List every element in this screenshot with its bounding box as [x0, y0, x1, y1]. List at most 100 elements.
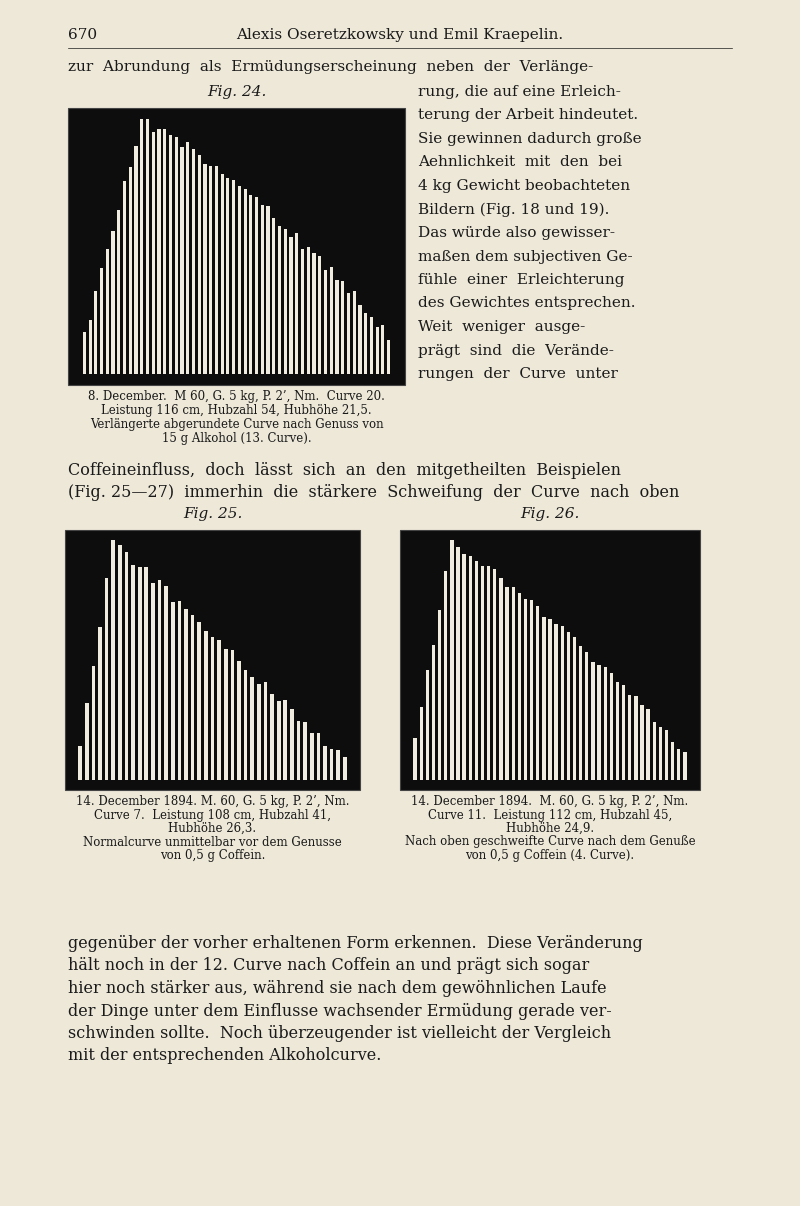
Bar [573, 637, 576, 779]
Bar [129, 166, 132, 374]
Text: Hubhöhe 26,3.: Hubhöhe 26,3. [169, 822, 257, 835]
Bar [210, 637, 214, 779]
Bar [186, 142, 190, 374]
Text: Bildern (Fig. 18 und 19).: Bildern (Fig. 18 und 19). [418, 203, 610, 217]
Bar [91, 666, 95, 779]
Bar [82, 332, 86, 374]
Bar [169, 135, 172, 374]
Text: maßen dem subjectiven Ge-: maßen dem subjectiven Ge- [418, 250, 633, 263]
Bar [317, 733, 320, 779]
Bar [530, 599, 534, 779]
Text: 14. December 1894. M. 60, G. 5 kg, P. 2’, Nm.: 14. December 1894. M. 60, G. 5 kg, P. 2’… [76, 795, 350, 808]
Bar [111, 230, 114, 374]
Bar [151, 584, 154, 779]
Bar [184, 609, 188, 779]
Bar [250, 677, 254, 779]
Bar [561, 626, 564, 779]
Bar [203, 164, 206, 374]
Bar [192, 150, 195, 374]
Text: 8. December.  M 60, G. 5 kg, P. 2’, Nm.  Curve 20.: 8. December. M 60, G. 5 kg, P. 2’, Nm. C… [88, 390, 385, 403]
Bar [419, 708, 423, 779]
Bar [303, 722, 307, 779]
Bar [616, 683, 619, 779]
Bar [100, 268, 103, 374]
Bar [118, 210, 120, 374]
Text: zur  Abrundung  als  Ermüdungserscheinung  neben  der  Verlänge-: zur Abrundung als Ermüdungserscheinung n… [68, 60, 594, 74]
Bar [105, 578, 109, 779]
Bar [469, 556, 472, 779]
Bar [290, 709, 294, 779]
Bar [324, 270, 327, 374]
Bar [111, 540, 115, 779]
Bar [250, 194, 253, 374]
Bar [191, 615, 194, 779]
Text: prägt  sind  die  Verände-: prägt sind die Verände- [418, 344, 614, 357]
Text: Fig. 25.: Fig. 25. [183, 507, 242, 521]
Bar [432, 645, 435, 779]
Bar [566, 632, 570, 779]
Bar [230, 650, 234, 779]
Bar [221, 174, 224, 374]
Text: des Gewichtes entsprechen.: des Gewichtes entsprechen. [418, 297, 635, 310]
Bar [134, 146, 138, 374]
Bar [198, 622, 201, 779]
Bar [554, 624, 558, 779]
Bar [646, 709, 650, 779]
Bar [343, 757, 346, 779]
Bar [506, 587, 509, 779]
Bar [257, 684, 261, 779]
Bar [209, 165, 212, 374]
Text: terung der Arbeit hindeutet.: terung der Arbeit hindeutet. [418, 109, 638, 123]
Text: rungen  der  Curve  unter: rungen der Curve unter [418, 367, 618, 381]
Bar [277, 701, 281, 779]
Bar [481, 566, 484, 779]
Bar [174, 137, 178, 374]
Bar [524, 598, 527, 779]
Bar [426, 671, 429, 779]
Text: Coffeineinfluss,  doch  lässt  sich  an  den  mitgetheilten  Beispielen: Coffeineinfluss, doch lässt sich an den … [68, 462, 621, 479]
Bar [387, 340, 390, 374]
Bar [474, 561, 478, 779]
Text: von 0,5 g Coffein.: von 0,5 g Coffein. [160, 849, 265, 862]
Bar [450, 540, 454, 779]
Bar [323, 747, 327, 779]
Bar [330, 749, 334, 779]
Text: Curve 11.  Leistung 112 cm, Hubzahl 45,: Curve 11. Leistung 112 cm, Hubzahl 45, [428, 808, 672, 821]
Bar [180, 147, 183, 374]
Bar [226, 178, 230, 374]
Text: Normalcurve unmittelbar vor dem Genusse: Normalcurve unmittelbar vor dem Genusse [83, 836, 342, 849]
Bar [244, 671, 247, 779]
Bar [337, 750, 340, 779]
Text: Alexis Oseretzkowsky und Emil Kraepelin.: Alexis Oseretzkowsky und Emil Kraepelin. [237, 28, 563, 42]
Text: 14. December 1894.  M. 60, G. 5 kg, P. 2’, Nm.: 14. December 1894. M. 60, G. 5 kg, P. 2’… [411, 795, 689, 808]
Bar [603, 667, 607, 779]
Bar [585, 652, 589, 779]
Bar [414, 738, 417, 779]
Bar [462, 554, 466, 779]
Bar [536, 605, 539, 779]
Bar [255, 197, 258, 374]
Bar [640, 706, 644, 779]
Bar [548, 619, 552, 779]
Bar [198, 156, 201, 374]
Text: Hubhöhe 24,9.: Hubhöhe 24,9. [506, 822, 594, 835]
Bar [78, 747, 82, 779]
Bar [335, 280, 338, 374]
Bar [283, 699, 287, 779]
Text: (Fig. 25—27)  immerhin  die  stärkere  Schweifung  der  Curve  nach  oben: (Fig. 25—27) immerhin die stärkere Schwe… [68, 484, 679, 500]
Bar [358, 305, 362, 374]
Bar [591, 662, 594, 779]
Bar [444, 572, 447, 779]
Bar [215, 166, 218, 374]
Text: 670: 670 [68, 28, 97, 42]
Text: Curve 7.  Leistung 108 cm, Hubzahl 41,: Curve 7. Leistung 108 cm, Hubzahl 41, [94, 808, 331, 821]
Bar [683, 751, 686, 779]
Bar [499, 579, 502, 779]
Bar [313, 253, 315, 374]
Bar [290, 236, 293, 374]
Text: gegenüber der vorher erhaltenen Form erkennen.  Diese Veränderung: gegenüber der vorher erhaltenen Form erk… [68, 935, 642, 952]
Text: mit der entsprechenden Alkoholcurve.: mit der entsprechenden Alkoholcurve. [68, 1048, 382, 1065]
Bar [658, 726, 662, 779]
Text: Sie gewinnen dadurch große: Sie gewinnen dadurch große [418, 131, 642, 146]
Bar [456, 548, 460, 779]
